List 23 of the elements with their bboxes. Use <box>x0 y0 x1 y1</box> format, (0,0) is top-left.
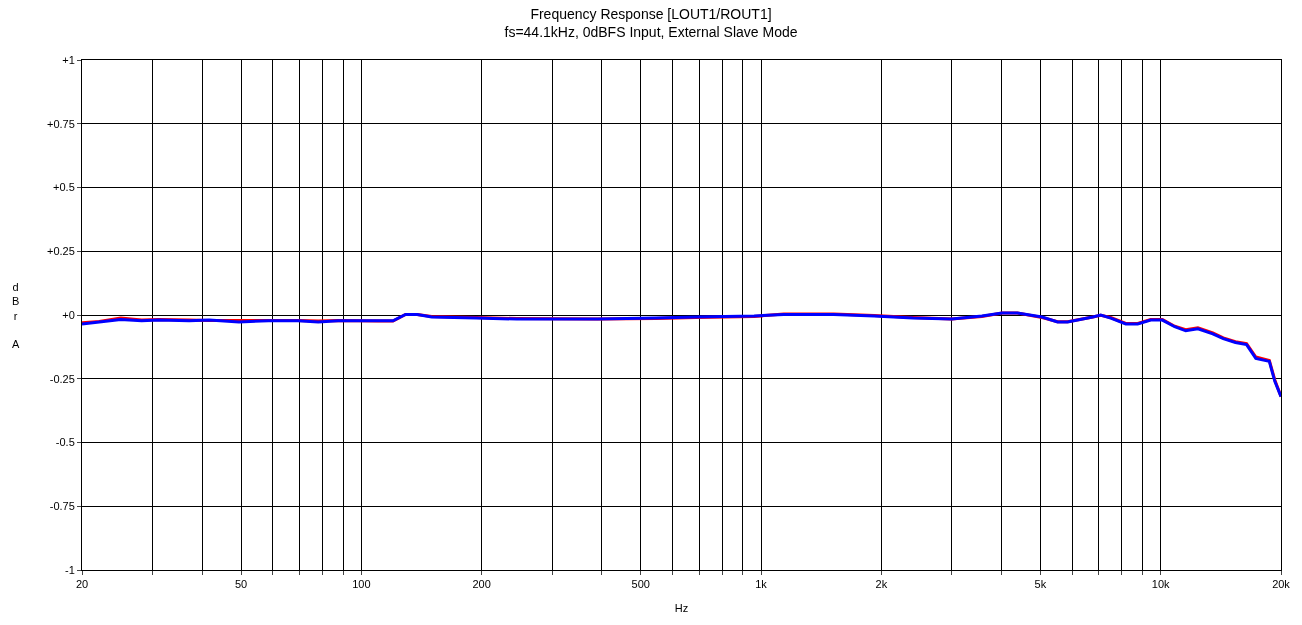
x-tick-label: 2k <box>875 578 888 591</box>
y-tick-label: -1 <box>65 563 75 576</box>
x-axis-title: Hz <box>674 602 689 615</box>
x-tick-label: 5k <box>1034 578 1047 591</box>
y-tick-label: +0 <box>62 308 75 321</box>
x-tick-label: 10k <box>1151 578 1171 591</box>
chart-title: Frequency Response [LOUT1/ROUT1] <box>530 5 772 22</box>
x-tick-label: 1k <box>755 578 768 591</box>
y-tick-label: -0.25 <box>49 372 75 385</box>
y-tick-label: -0.75 <box>49 500 75 513</box>
x-tick-label: 20 <box>75 578 89 591</box>
x-tick-label: 200 <box>472 578 491 591</box>
x-tick-label: 100 <box>352 578 371 591</box>
y-tick-label: +0.25 <box>46 245 75 258</box>
x-tick-label: 500 <box>631 578 650 591</box>
y-tick-label: +0.5 <box>53 181 75 194</box>
x-tick-label: 20k <box>1272 578 1291 591</box>
chart-subtitle: fs=44.1kHz, 0dBFS Input, External Slave Mode <box>504 23 798 40</box>
y-tick-label: +1 <box>62 53 75 66</box>
y-tick-label: -0.5 <box>55 436 75 449</box>
y-tick-label: +0.75 <box>46 117 75 130</box>
x-tick-label: 50 <box>234 578 248 591</box>
text: dBr A <box>12 281 20 351</box>
